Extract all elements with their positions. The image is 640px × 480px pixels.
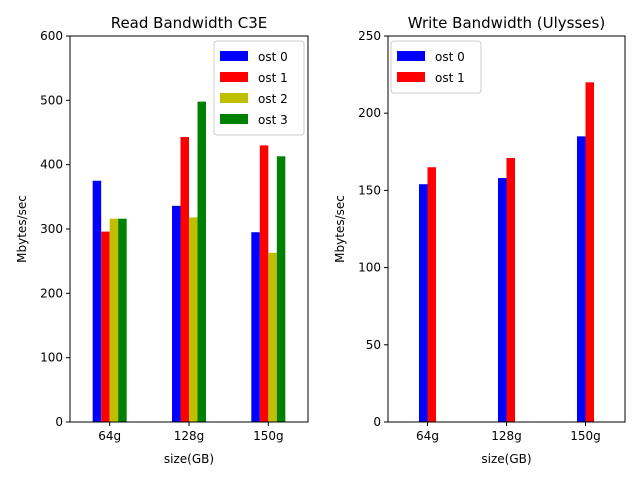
y-tick-label: 150 — [358, 183, 381, 197]
legend-label: ost 2 — [258, 92, 288, 106]
y-tick-label: 250 — [358, 29, 381, 43]
legend-label: ost 0 — [258, 50, 288, 64]
bar-ost3-150g — [276, 156, 286, 423]
y-tick-label: 0 — [55, 415, 63, 429]
y-axis-label: Mbytes/sec — [15, 195, 29, 263]
bar-ost0-150g — [251, 232, 260, 422]
y-tick-label: 0 — [373, 415, 381, 429]
bar-ost1-150g — [585, 82, 594, 422]
legend-label: ost 1 — [258, 71, 288, 85]
bar-ost1-150g — [259, 145, 269, 422]
bar-ost0-64g — [92, 180, 102, 422]
chart-title: Write Bandwidth (Ulysses) — [408, 14, 605, 32]
x-tick-label: 128g — [174, 429, 205, 443]
bar-ost1-64g — [101, 231, 110, 422]
legend-label: ost 1 — [435, 71, 465, 85]
bar-ost1-128g — [180, 137, 189, 422]
y-tick-label: 100 — [358, 261, 381, 275]
bar-ost0-150g — [577, 136, 586, 423]
chart-title: Read Bandwidth C3E — [111, 14, 268, 32]
legend-box — [213, 40, 305, 136]
legend-swatch — [220, 72, 248, 82]
legend-swatch — [397, 72, 425, 82]
x-axis-label: size(GB) — [164, 452, 214, 466]
y-axis-label: Mbytes/sec — [333, 195, 347, 263]
bar-ost1-128g — [506, 157, 515, 423]
bar-ost3-128g — [197, 101, 206, 423]
bar-ost0-128g — [172, 205, 181, 422]
bar-ost2-64g — [109, 218, 119, 422]
x-tick-label: 64g — [416, 429, 439, 443]
y-tick-label: 400 — [40, 158, 63, 172]
legend-swatch — [220, 114, 248, 124]
bar-ost0-128g — [498, 178, 507, 422]
legend-label: ost 3 — [258, 113, 288, 127]
legend-swatch — [220, 51, 248, 61]
bar-ost2-150g — [268, 252, 277, 422]
legend-swatch — [397, 51, 425, 61]
y-tick-label: 50 — [366, 338, 381, 352]
y-tick-label: 100 — [40, 351, 63, 365]
x-tick-label: 150g — [570, 429, 601, 443]
y-tick-label: 300 — [40, 222, 63, 236]
y-tick-label: 500 — [40, 93, 63, 107]
x-axis-label: size(GB) — [481, 452, 531, 466]
x-tick-label: 128g — [491, 429, 522, 443]
y-tick-label: 200 — [40, 286, 63, 300]
y-tick-label: 200 — [358, 106, 381, 120]
x-tick-label: 150g — [253, 429, 284, 443]
bar-ost3-64g — [118, 218, 127, 422]
bar-ost1-64g — [427, 167, 436, 422]
x-tick-label: 64g — [98, 429, 121, 443]
bar-ost2-128g — [189, 217, 198, 422]
legend-label: ost 0 — [435, 50, 465, 64]
legend-box — [390, 40, 482, 94]
y-tick-label: 600 — [40, 29, 63, 43]
legend-swatch — [220, 93, 248, 103]
bar-ost0-64g — [419, 184, 428, 422]
